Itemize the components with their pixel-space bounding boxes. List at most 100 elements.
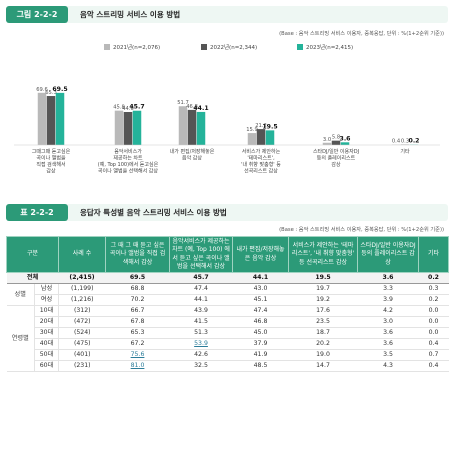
bar bbox=[178, 106, 188, 145]
table-row-total: 전체 (2,415) 69.5 45.7 44.1 19.5 3.6 0.2 bbox=[6, 272, 449, 285]
bar-value-label: 0.3 bbox=[401, 139, 409, 145]
bar-value-label: 46.8 bbox=[186, 104, 198, 110]
row-label: 10대 bbox=[34, 305, 60, 318]
table-row: 40대 (475) 67.2 53.9 37.9 20.2 3.6 0.4 bbox=[7, 338, 449, 351]
bar-value-label: 0.2 bbox=[409, 138, 420, 145]
table-cell: 3.3 bbox=[357, 283, 419, 296]
bar-value-label: 45.8 bbox=[113, 105, 125, 111]
bar bbox=[247, 133, 257, 145]
bar bbox=[114, 110, 124, 145]
figure-header: 그림 2-2-2 음악 스트리밍 서비스 이용 방법 bbox=[6, 6, 448, 23]
cell-count: (1,216) bbox=[58, 294, 106, 307]
table-row: 여성 (1,216) 70.2 44.1 45.1 19.2 3.9 0.2 bbox=[7, 294, 449, 307]
table-header: 표 2-2-2 응답자 특성별 음악 스트리밍 서비스 이용 방법 bbox=[6, 204, 448, 221]
cell-count: (1,199) bbox=[58, 283, 106, 296]
legend-item-2021: 2021년(n=2,076) bbox=[104, 43, 160, 51]
category-label: 선곡리스트 감상 bbox=[244, 168, 278, 175]
table-cell: 69.5 bbox=[105, 272, 170, 285]
bar bbox=[340, 142, 350, 145]
bar-value-label: 69.5 bbox=[52, 86, 67, 93]
bar-value-label: 69.6 bbox=[36, 87, 48, 93]
legend-item-2022: 2022년(n=2,344) bbox=[201, 43, 257, 51]
table-cell: 45.1 bbox=[232, 294, 289, 307]
category-label: 등의 플레이리스트 bbox=[317, 155, 356, 162]
bar bbox=[322, 142, 332, 145]
group-label-gender: 성별 bbox=[6, 283, 35, 307]
col-header-count: 사례 수 bbox=[58, 235, 107, 274]
cell-count: (524) bbox=[58, 327, 106, 340]
table-base-note: (Base : 음악 스트리밍 서비스 이용자, 중복응답, 단위 : %(1+… bbox=[279, 227, 444, 233]
table-cell: 19.7 bbox=[288, 283, 358, 296]
bar bbox=[132, 110, 142, 145]
table-cell-highlight: 53.9 bbox=[169, 338, 233, 351]
bar-value-label: 44.0 bbox=[122, 106, 134, 112]
table-cell: 65.3 bbox=[105, 327, 170, 340]
stats-table: 구분 사례 수 그 때 그 때 듣고 싶은 곡이나 앨범을 직접 검색해서 감상… bbox=[5, 235, 450, 373]
table-cell: 41.5 bbox=[169, 316, 233, 329]
figure-title: 음악 스트리밍 서비스 이용 방법 bbox=[80, 10, 181, 19]
category-label: 서비스가 제안하는 bbox=[242, 148, 281, 155]
table-cell: 67.8 bbox=[105, 316, 170, 329]
table-cell-highlight: 75.6 bbox=[105, 349, 170, 362]
col-header-group: 구분 bbox=[5, 235, 60, 274]
col-header-chart: 음악서비스가 제공하는 차트 (예, Top 100) 에서 듣고 싶은 곡이나… bbox=[169, 235, 234, 274]
table-cell-highlight: 81.0 bbox=[105, 360, 170, 373]
row-label: 20대 bbox=[34, 316, 60, 329]
table-title: 응답자 특성별 음악 스트리밍 서비스 이용 방법 bbox=[80, 208, 227, 217]
bar bbox=[187, 109, 197, 145]
category-label: 직접 검색해서 bbox=[36, 161, 65, 168]
table-cell: 19.2 bbox=[288, 294, 358, 307]
row-label: 여성 bbox=[34, 294, 60, 307]
table-cell: 45.7 bbox=[169, 272, 233, 285]
legend-label-2021: 2021년(n=2,076) bbox=[113, 45, 161, 51]
legend-item-2023: 2023년(n=2,415) bbox=[297, 43, 353, 51]
category-label: 감상 bbox=[331, 161, 341, 168]
row-label: 50대 bbox=[34, 349, 60, 362]
bar bbox=[46, 96, 56, 145]
category-label: 제공하는 차트 bbox=[113, 155, 143, 162]
category-label: 감상 bbox=[46, 168, 56, 175]
table-cell: 0.0 bbox=[418, 305, 449, 318]
table-cell: 46.8 bbox=[232, 316, 289, 329]
bar bbox=[55, 92, 65, 145]
row-label: 전체 bbox=[6, 272, 59, 285]
table-cell: 43.9 bbox=[169, 305, 233, 318]
bar bbox=[123, 112, 133, 145]
group-label-age: 연령별 bbox=[6, 305, 35, 373]
table-cell: 19.5 bbox=[288, 272, 358, 285]
table-cell: 0.4 bbox=[418, 360, 449, 373]
table-cell: 0.2 bbox=[418, 294, 449, 307]
table-cell: 4.2 bbox=[357, 305, 419, 318]
table-cell: 14.7 bbox=[288, 360, 358, 373]
bar-value-label: 21.2 bbox=[255, 123, 267, 129]
table-cell: 37.9 bbox=[232, 338, 289, 351]
legend-label-2022: 2022년(n=2,344) bbox=[210, 45, 258, 51]
table-cell: 43.0 bbox=[232, 283, 289, 296]
table-cell: 51.3 bbox=[169, 327, 233, 340]
table-cell: 3.6 bbox=[357, 272, 419, 285]
col-header-etc: 기타 bbox=[418, 235, 450, 274]
table-row: 연령별 10대 (312) 66.7 43.9 47.4 17.6 4.2 0.… bbox=[6, 305, 449, 373]
table-cell: 3.9 bbox=[357, 294, 419, 307]
category-label: 곡이나 앨범을 bbox=[36, 155, 66, 162]
bar-value-label: 0.4 bbox=[392, 139, 401, 145]
legend-swatch-2022 bbox=[201, 44, 207, 50]
category-label: 그때그때 듣고싶은 bbox=[32, 148, 71, 155]
table-cell: 3.5 bbox=[357, 349, 419, 362]
table-header-row: 구분 사례 수 그 때 그 때 듣고 싶은 곡이나 앨범을 직접 검색해서 감상… bbox=[5, 235, 450, 274]
table-cell: 68.8 bbox=[105, 283, 170, 296]
table-cell: 18.7 bbox=[288, 327, 358, 340]
table-cell: 0.0 bbox=[418, 327, 449, 340]
table-row: 20대 (472) 67.8 41.5 46.8 23.5 3.0 0.0 bbox=[7, 316, 449, 329]
table-label: 표 2-2-2 bbox=[6, 204, 68, 221]
category-label: 음악 감상 bbox=[182, 155, 202, 162]
cell-count: (475) bbox=[58, 338, 106, 351]
table-cell: 3.6 bbox=[357, 338, 419, 351]
table-cell: 47.4 bbox=[232, 305, 289, 318]
table-cell: 0.0 bbox=[418, 316, 449, 329]
table-row: 60대 (231) 81.0 32.5 48.5 14.7 4.3 0.4 bbox=[7, 360, 449, 373]
row-label: 남성 bbox=[34, 283, 60, 296]
table-cell: 17.6 bbox=[288, 305, 358, 318]
bar-value-label: 45.7 bbox=[129, 104, 144, 111]
